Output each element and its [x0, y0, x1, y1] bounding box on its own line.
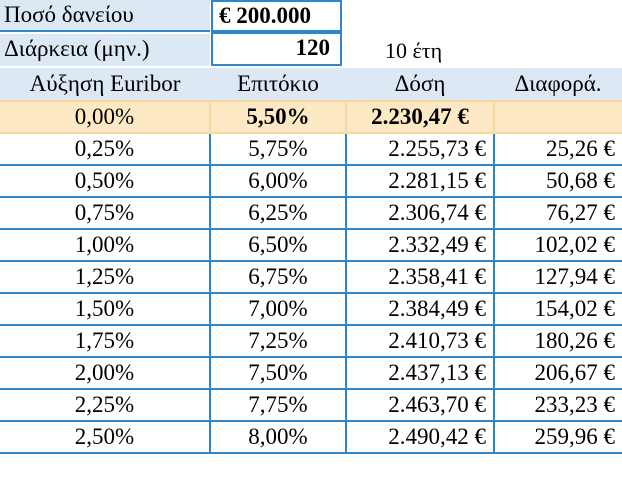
euribor-increase-cell[interactable]: 0,25% [0, 132, 211, 166]
loan-amount-row: Ποσό δανείου € 200.000 [0, 0, 622, 32]
installment-cell[interactable]: 2.463,70 € [345, 388, 495, 422]
interest-rate-cell[interactable]: 7,00% [209, 292, 347, 326]
scenario-table: 0,00% 5,50% 2.230,47 €0,25% 5,75% 2.255,73 €… [0, 100, 622, 454]
loan-duration-row: Διάρκεια (μην.) 120 [0, 32, 622, 66]
interest-rate-cell[interactable]: 6,25% [209, 196, 347, 230]
table-row: 1,75% 7,25% 2.410,73 €180,26 € [0, 324, 622, 358]
table-header: Αύξηση Euribor Επιτόκιο Δόση Διαφορά. [0, 68, 622, 100]
header-interest-rate: Επιτόκιο [237, 71, 319, 96]
header-difference: Διαφορά. [514, 71, 602, 96]
installment-cell[interactable]: 2.255,73 € [345, 132, 495, 166]
euribor-increase-cell[interactable]: 0,50% [0, 164, 211, 198]
difference-cell[interactable]: 233,23 € [493, 388, 622, 422]
interest-rate-cell[interactable]: 5,75% [209, 132, 347, 166]
interest-rate-cell[interactable]: 7,25% [209, 324, 347, 358]
euribor-increase-cell[interactable]: 0,00% [0, 100, 211, 134]
difference-cell[interactable]: 206,67 € [493, 356, 622, 390]
difference-cell[interactable]: 76,27 € [493, 196, 622, 230]
table-row: 0,50% 6,00% 2.281,15 €50,68 € [0, 164, 622, 198]
table-row-base: 0,00% 5,50% 2.230,47 € [0, 100, 622, 134]
loan-amount-value[interactable]: € 200.000 [211, 0, 342, 32]
euribor-increase-cell[interactable]: 1,75% [0, 324, 211, 358]
interest-rate-cell[interactable]: 8,00% [209, 420, 347, 454]
installment-cell[interactable]: 2.281,15 € [345, 164, 495, 198]
header-installment: Δόση [394, 71, 446, 96]
installment-cell[interactable]: 2.306,74 € [345, 196, 495, 230]
euribor-increase-cell[interactable]: 2,00% [0, 356, 211, 390]
table-row: 0,25% 5,75% 2.255,73 €25,26 € [0, 132, 622, 166]
table-row: 2,50% 8,00% 2.490,42 €259,96 € [0, 420, 622, 454]
difference-cell[interactable]: 180,26 € [493, 324, 622, 358]
table-row: 1,25% 6,75% 2.358,41 €127,94 € [0, 260, 622, 294]
installment-cell[interactable]: 2.437,13 € [345, 356, 495, 390]
header-euribor-increase: Αύξηση Euribor [29, 71, 181, 96]
euribor-increase-cell[interactable]: 2,50% [0, 420, 211, 454]
installment-cell[interactable]: 2.230,47 € [345, 100, 495, 134]
loan-duration-years-note: 10 έτη [385, 38, 443, 63]
interest-rate-cell[interactable]: 7,50% [209, 356, 347, 390]
installment-cell[interactable]: 2.490,42 € [345, 420, 495, 454]
installment-cell[interactable]: 2.410,73 € [345, 324, 495, 358]
euribor-increase-cell[interactable]: 1,25% [0, 260, 211, 294]
installment-cell[interactable]: 2.358,41 € [345, 260, 495, 294]
interest-rate-cell[interactable]: 6,00% [209, 164, 347, 198]
interest-rate-cell[interactable]: 6,50% [209, 228, 347, 262]
euribor-increase-cell[interactable]: 1,50% [0, 292, 211, 326]
loan-amount-label: Ποσό δανείου [0, 0, 210, 32]
difference-cell[interactable]: 102,02 € [493, 228, 622, 262]
interest-rate-cell[interactable]: 5,50% [209, 100, 347, 134]
euribor-increase-cell[interactable]: 2,25% [0, 388, 211, 422]
interest-rate-cell[interactable]: 6,75% [209, 260, 347, 294]
difference-cell[interactable]: 259,96 € [493, 420, 622, 454]
difference-cell[interactable]: 50,68 € [493, 164, 622, 198]
table-row: 2,25% 7,75% 2.463,70 €233,23 € [0, 388, 622, 422]
installment-cell[interactable]: 2.384,49 € [345, 292, 495, 326]
difference-cell[interactable]: 127,94 € [493, 260, 622, 294]
euribor-increase-cell[interactable]: 1,00% [0, 228, 211, 262]
table-row: 1,50% 7,00% 2.384,49 €154,02 € [0, 292, 622, 326]
difference-cell[interactable]: 25,26 € [493, 132, 622, 166]
euribor-increase-cell[interactable]: 0,75% [0, 196, 211, 230]
loan-duration-label: Διάρκεια (μην.) [0, 34, 210, 66]
table-row: 0,75% 6,25% 2.306,74 €76,27 € [0, 196, 622, 230]
table-row: 2,00% 7,50% 2.437,13 €206,67 € [0, 356, 622, 390]
table-row: 1,00% 6,50% 2.332,49 €102,02 € [0, 228, 622, 262]
installment-cell[interactable]: 2.332,49 € [345, 228, 495, 262]
difference-cell[interactable]: 154,02 € [493, 292, 622, 326]
loan-duration-value[interactable]: 120 [211, 32, 342, 66]
difference-cell[interactable] [493, 100, 622, 134]
interest-rate-cell[interactable]: 7,75% [209, 388, 347, 422]
